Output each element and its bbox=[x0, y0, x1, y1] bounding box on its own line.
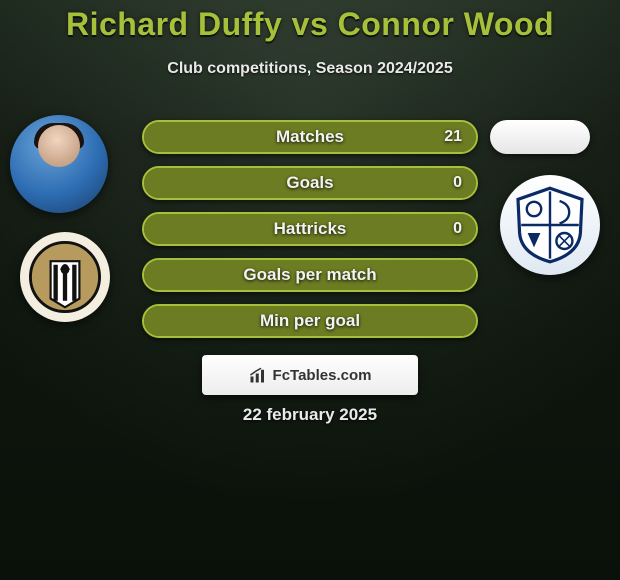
stat-bar: Goals per match bbox=[142, 258, 478, 292]
bar-fill-right bbox=[144, 306, 476, 336]
stats-bars: Matches21 Goals0 Hattricks0 Goals per match… bbox=[142, 120, 478, 350]
club-left-crest bbox=[20, 232, 110, 322]
stat-bar: Hattricks0 bbox=[142, 212, 478, 246]
club-right-crest bbox=[500, 175, 600, 275]
bar-fill-right bbox=[144, 122, 476, 152]
notts-county-icon bbox=[29, 241, 101, 313]
stat-value-right: 0 bbox=[453, 168, 462, 198]
bar-fill-right bbox=[144, 260, 476, 290]
tranmere-rovers-icon bbox=[510, 185, 590, 265]
bar-fill-right bbox=[144, 214, 476, 244]
stat-bar: Min per goal bbox=[142, 304, 478, 338]
branding-text: FcTables.com bbox=[273, 367, 372, 384]
player-left-avatar bbox=[10, 115, 108, 213]
stat-bar: Goals0 bbox=[142, 166, 478, 200]
bar-fill-right bbox=[144, 168, 476, 198]
stat-value-right: 21 bbox=[444, 122, 462, 152]
branding-badge: FcTables.com bbox=[202, 355, 418, 395]
page-subtitle: Club competitions, Season 2024/2025 bbox=[0, 60, 620, 78]
page-title: Richard Duffy vs Connor Wood bbox=[0, 6, 620, 43]
date-label: 22 february 2025 bbox=[0, 405, 620, 425]
stat-value-right: 0 bbox=[453, 214, 462, 244]
player-right-avatar bbox=[490, 120, 590, 154]
chart-icon bbox=[249, 366, 267, 384]
stat-bar: Matches21 bbox=[142, 120, 478, 154]
comparison-card: Richard Duffy vs Connor Wood Club compet… bbox=[0, 0, 620, 580]
